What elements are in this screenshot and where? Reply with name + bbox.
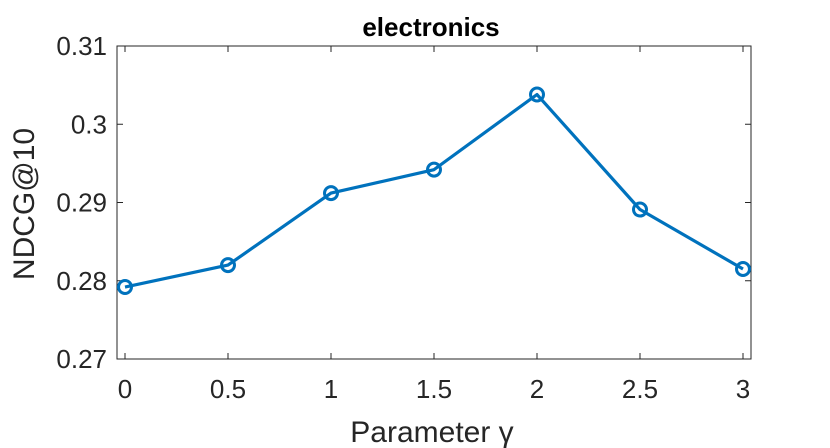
data-point [529, 86, 545, 103]
data-point [735, 261, 751, 278]
x-tick-label: 2.5 [622, 374, 658, 404]
x-tick-label: 0 [118, 374, 132, 404]
data-point [117, 279, 133, 296]
y-tick-label: 0.27 [56, 344, 107, 374]
x-tick-label: 2 [530, 374, 544, 404]
x-axis-label: Parameter γ [350, 416, 513, 448]
y-tick-label: 0.28 [56, 266, 107, 296]
data-point [323, 185, 339, 202]
y-tick-label: 0.31 [56, 31, 107, 61]
chart-title: electronics [362, 12, 499, 42]
axes-box [116, 45, 752, 360]
data-point [220, 257, 236, 274]
y-tick-label: 0.29 [56, 188, 107, 218]
plot-area: 0 0.5 1 1.5 2 2.5 3 0.27 0.28 0.29 0.3 0.31 [56, 31, 752, 404]
series-line [124, 92, 744, 289]
x-tick-label: 0.5 [210, 374, 246, 404]
data-point [426, 161, 442, 178]
x-tick-label: 1 [324, 374, 338, 404]
x-tick-label: 1.5 [416, 374, 452, 404]
x-tick-label: 3 [736, 374, 750, 404]
y-tick-label: 0.3 [71, 109, 107, 139]
y-axis-label: NDCG@10 [8, 128, 41, 280]
data-point [632, 201, 648, 218]
